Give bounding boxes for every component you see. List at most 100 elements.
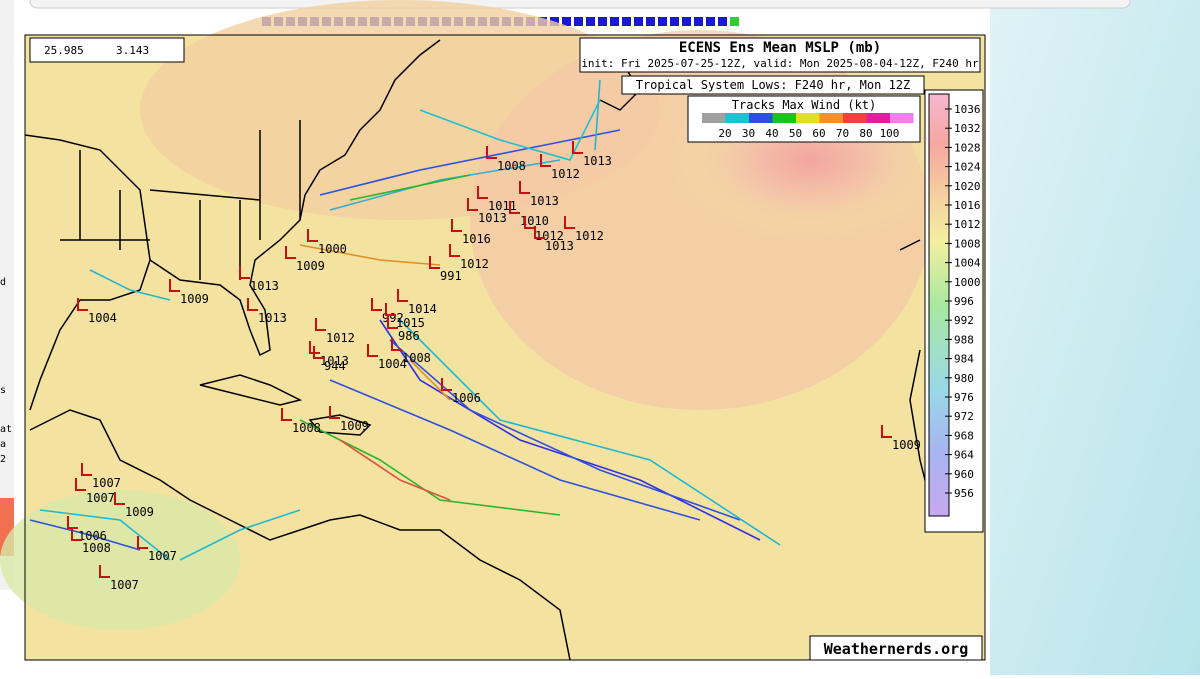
low-label: 1007 <box>148 549 177 563</box>
low-label: 1007 <box>110 578 139 592</box>
sidebar-text: d s at a 2 <box>0 277 12 465</box>
low-label: 1013 <box>478 211 507 225</box>
progress-step <box>550 17 559 26</box>
low-marker <box>99 565 110 578</box>
low-label: 1014 <box>408 302 437 316</box>
pressure-area <box>0 490 240 630</box>
low-marker <box>564 216 575 229</box>
side-background <box>990 0 1200 675</box>
low-label: 1015 <box>396 316 425 330</box>
pressure-label: 988 <box>954 333 974 346</box>
low-label: 1013 <box>530 194 559 208</box>
progress-step <box>706 17 715 26</box>
pressure-label: 1028 <box>954 141 981 154</box>
low-marker <box>524 216 535 229</box>
low-marker <box>315 318 326 331</box>
pressure-label: 996 <box>954 295 974 308</box>
pressure-label: 1004 <box>954 257 981 270</box>
low-label: 1012 <box>535 229 564 243</box>
low-marker <box>534 226 545 239</box>
wind-legend-title: Tracks Max Wind (kt) <box>732 98 877 112</box>
title: ECENS Ens Mean MSLP (mb) <box>679 40 881 56</box>
progress-step <box>658 17 667 26</box>
low-label: 1007 <box>92 476 121 490</box>
latitude: 25.985 <box>44 44 84 57</box>
low-marker <box>114 492 125 505</box>
wind-swatch <box>702 113 726 123</box>
progress-step <box>694 17 703 26</box>
sidebar-text: 2 <box>0 454 6 465</box>
wind-swatch <box>890 113 914 123</box>
low-label: 1009 <box>125 505 154 519</box>
title-box <box>579 37 981 73</box>
low-label: 986 <box>398 329 420 343</box>
low-marker <box>477 186 488 199</box>
wind-swatch <box>843 113 867 123</box>
low-marker <box>247 298 258 311</box>
low-marker <box>307 229 318 242</box>
low-marker <box>281 408 292 421</box>
low-marker <box>387 316 398 329</box>
low-marker <box>367 344 378 357</box>
sidebar-text: s <box>0 385 6 396</box>
low-label: 1004 <box>378 357 407 371</box>
low-label: 1010 <box>520 214 549 228</box>
low-label: 1007 <box>86 491 115 505</box>
low-label: 944 <box>324 359 346 373</box>
progress-step <box>622 17 631 26</box>
low-label: 1009 <box>892 438 921 452</box>
storm-tracks <box>29 79 781 561</box>
low-marker <box>540 154 551 167</box>
progress-step <box>586 17 595 26</box>
low-marker <box>71 528 82 541</box>
low-marker <box>239 266 250 279</box>
pressure-label: 1012 <box>954 218 981 231</box>
pressure-label: 1036 <box>954 103 981 116</box>
pressure-label: 956 <box>954 487 974 500</box>
pressure-label: 1016 <box>954 199 981 212</box>
low-marker <box>509 201 520 214</box>
low-marker <box>486 146 497 159</box>
low-marker <box>81 463 92 476</box>
low-marker <box>441 378 452 391</box>
low-label: 1012 <box>326 331 355 345</box>
progress-step <box>610 17 619 26</box>
address-bar[interactable] <box>29 0 1131 9</box>
low-marker <box>397 289 408 302</box>
wind-swatch <box>725 113 749 123</box>
coastlines <box>24 39 931 661</box>
wind-swatch <box>819 113 843 123</box>
pressure-label: 1024 <box>954 161 981 174</box>
wind-swatch <box>866 113 890 123</box>
low-marker <box>519 181 530 194</box>
low-label: 1008 <box>292 421 321 435</box>
low-label: 991 <box>440 269 462 283</box>
pressure-label: 968 <box>954 429 974 442</box>
progress-step <box>574 17 583 26</box>
low-marker <box>309 341 320 354</box>
wind-level: 50 <box>789 127 802 140</box>
low-label: 1013 <box>320 354 349 368</box>
low-label: 1000 <box>318 242 347 256</box>
low-marker <box>77 298 88 311</box>
left-sidebar <box>0 0 14 590</box>
pressure-label: 972 <box>954 410 974 423</box>
progress-step <box>598 17 607 26</box>
progress-step <box>730 17 739 26</box>
wind-level: 80 <box>859 127 872 140</box>
progress-step <box>562 17 571 26</box>
pressure-label: 960 <box>954 468 974 481</box>
low-label: 1013 <box>583 154 612 168</box>
pressure-label: 1000 <box>954 276 981 289</box>
low-label: 1012 <box>551 167 580 181</box>
low-marker <box>75 478 86 491</box>
wind-level: 60 <box>812 127 825 140</box>
lows-title-box <box>621 75 925 95</box>
low-label: 1004 <box>88 311 117 325</box>
progress-step <box>670 17 679 26</box>
coords-box <box>29 37 185 63</box>
low-marker <box>137 536 148 549</box>
